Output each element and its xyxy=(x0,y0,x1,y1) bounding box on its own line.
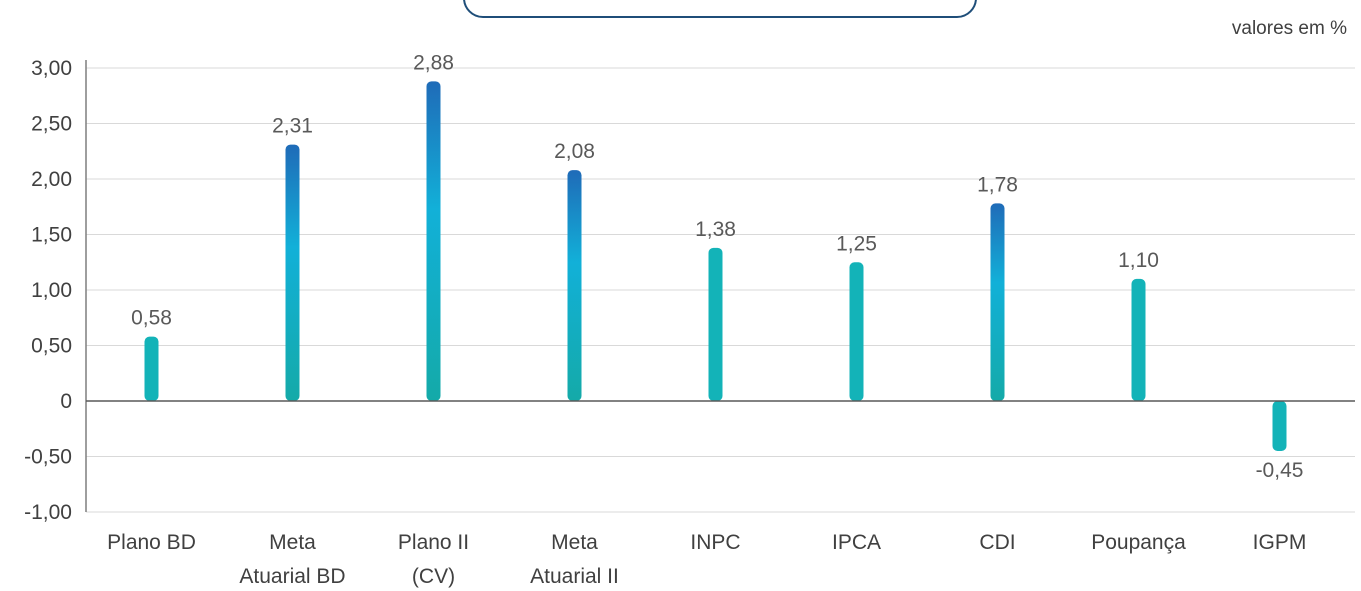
category-label: Meta xyxy=(269,531,316,554)
bar xyxy=(285,144,300,401)
bar xyxy=(567,170,582,401)
category-label: Atuarial II xyxy=(530,565,619,588)
label-layer: 3,00 2,50 2,00 1,50 1,00 0,50 0 -0,50 -1,00 0,58 P… xyxy=(24,51,1306,588)
unit-note: valores em % xyxy=(1231,18,1347,39)
category-label: INPC xyxy=(690,531,740,554)
category-label: IGPM xyxy=(1253,531,1307,554)
bar xyxy=(1272,401,1287,451)
category-label: Plano BD xyxy=(107,531,196,554)
bar xyxy=(990,203,1005,401)
data-label: 2,88 xyxy=(413,51,454,74)
axis-layer xyxy=(85,60,1355,512)
data-label: -0,45 xyxy=(1256,459,1304,482)
y-tick-label: 1,00 xyxy=(31,279,72,302)
category-label: Plano II xyxy=(398,531,469,554)
y-tick-label: 2,50 xyxy=(31,113,72,136)
y-tick-label: 2,00 xyxy=(31,168,72,191)
category-label: (CV) xyxy=(412,565,455,588)
data-label: 1,25 xyxy=(836,232,877,255)
y-tick-label: 0,50 xyxy=(31,335,72,358)
y-tick-label: 3,00 xyxy=(31,57,72,80)
data-label: 2,31 xyxy=(272,115,313,138)
y-tick-label: -1,00 xyxy=(24,501,72,524)
y-tick-label: 0 xyxy=(60,390,72,413)
y-tick-label: 1,50 xyxy=(31,224,72,247)
data-label: 0,58 xyxy=(131,307,172,330)
category-label: CDI xyxy=(979,531,1015,554)
data-label: 1,78 xyxy=(977,173,1018,196)
data-label: 1,10 xyxy=(1118,249,1159,272)
bar-layer xyxy=(144,81,1287,451)
category-label: Poupança xyxy=(1091,531,1186,554)
y-tick-label: -0,50 xyxy=(24,446,72,469)
data-label: 1,38 xyxy=(695,218,736,241)
data-label: 2,08 xyxy=(554,140,595,163)
bar xyxy=(426,81,441,401)
bar xyxy=(144,336,159,401)
bar xyxy=(1131,278,1146,401)
category-label: Meta xyxy=(551,531,598,554)
category-label: IPCA xyxy=(832,531,881,554)
bar xyxy=(708,247,723,401)
bar xyxy=(849,262,864,401)
category-label: Atuarial BD xyxy=(239,565,345,588)
